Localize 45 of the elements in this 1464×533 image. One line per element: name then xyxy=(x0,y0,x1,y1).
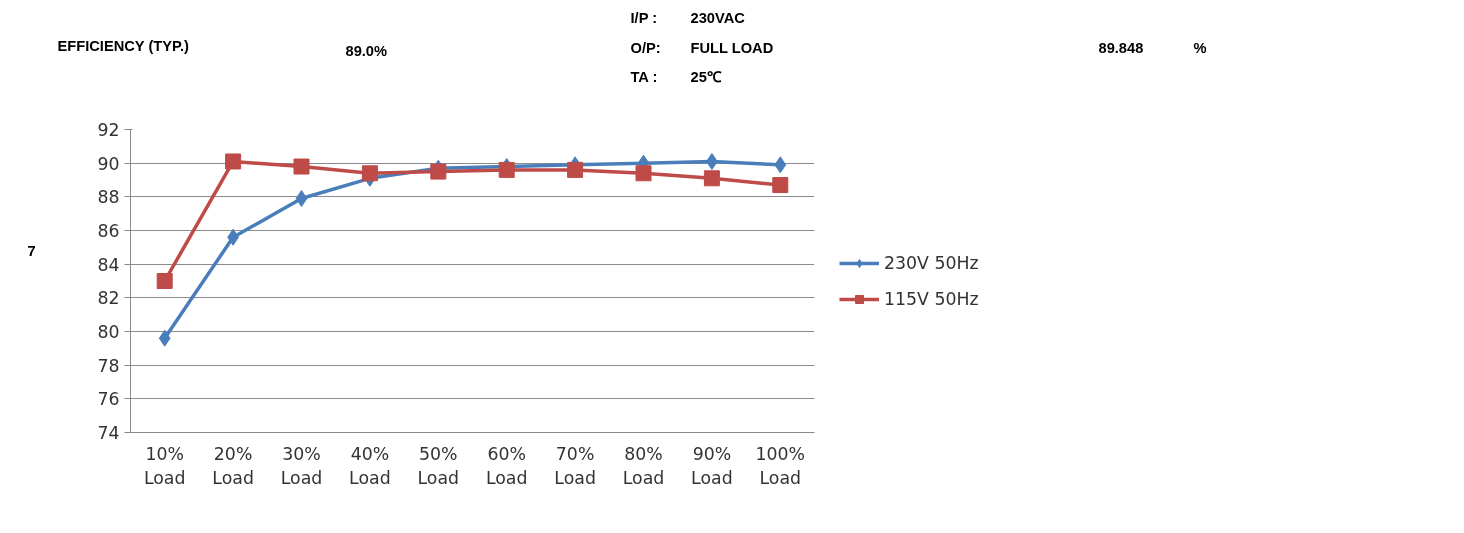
point xyxy=(635,165,652,182)
legend-label: 115V 50Hz xyxy=(884,288,979,309)
x-tick-label: 60% Load xyxy=(485,443,528,488)
text: 230VAC xyxy=(690,9,746,26)
x-tick-label: 30% Load xyxy=(280,443,323,488)
point xyxy=(295,190,308,208)
point xyxy=(567,161,584,178)
x-tick-label: 70% Load xyxy=(554,443,596,488)
x-tick-label: 80% Load xyxy=(622,443,665,488)
text: EFFICIENCY (TYP.) xyxy=(57,37,189,54)
y-tick-label: 78 xyxy=(97,355,120,376)
y-tick-label: 88 xyxy=(97,187,120,208)
y-tick-label: 82 xyxy=(97,288,120,309)
point xyxy=(293,158,310,175)
point xyxy=(772,177,789,194)
point xyxy=(430,163,447,180)
point xyxy=(774,156,787,174)
point xyxy=(703,170,720,187)
x-tick-label: 10% Load xyxy=(143,443,186,488)
text: 89.848 xyxy=(1098,39,1144,56)
x-tick-label: 40% Load xyxy=(349,443,391,488)
y-tick-label: 84 xyxy=(97,254,120,275)
x-tick-label: 90% Load xyxy=(691,443,733,488)
text: 7 xyxy=(27,242,36,259)
point xyxy=(361,165,378,182)
y-tick-label: 92 xyxy=(97,120,120,140)
legend-label: 230V 50Hz xyxy=(884,252,979,273)
point xyxy=(158,329,171,347)
x-tick-label: 20% Load xyxy=(212,443,254,488)
text: I/P : xyxy=(630,9,658,26)
point xyxy=(156,273,173,289)
text: % xyxy=(1193,39,1207,56)
y-tick-label: 74 xyxy=(97,423,120,443)
y-tick-label: 80 xyxy=(97,322,120,342)
x-tick-label: 50% Load xyxy=(417,443,460,488)
y-tick-label: 86 xyxy=(97,221,120,241)
text: TA : xyxy=(630,68,658,85)
point xyxy=(225,153,242,170)
text: 25℃ xyxy=(690,68,722,85)
y-tick-label: 90 xyxy=(97,153,120,174)
y-tick-label: 76 xyxy=(97,389,120,410)
text: O/P: xyxy=(630,39,661,56)
text: FULL LOAD xyxy=(690,39,774,56)
x-tick-label: 100% Load xyxy=(755,443,806,488)
text: 89.0% xyxy=(345,42,388,59)
